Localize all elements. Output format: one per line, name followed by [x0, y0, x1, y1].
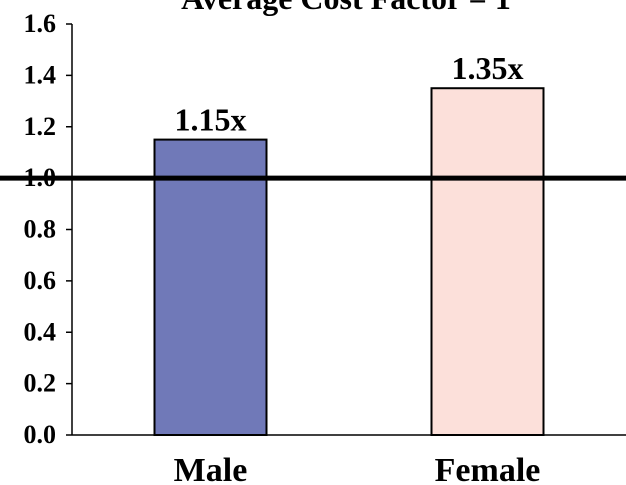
y-axis-ticks: 0.00.20.40.60.81.01.21.41.6: [24, 9, 72, 449]
data-label-male: 1.15x: [175, 102, 247, 138]
data-labels: 1.15x 1.35x: [175, 50, 524, 137]
y-tick-label: 1.4: [24, 60, 57, 89]
bar-male: [153, 138, 268, 436]
y-tick-label: 0.4: [24, 317, 57, 346]
y-tick-label: 0.6: [24, 266, 57, 295]
x-tick-label-male: Male: [174, 452, 248, 485]
chart-title: Average Cost Factor = 1: [181, 0, 511, 16]
y-tick-label: 1.2: [24, 112, 57, 141]
y-tick-label: 0.8: [24, 215, 57, 244]
y-tick-label: 0.0: [24, 420, 57, 449]
y-tick-label: 0.2: [24, 369, 57, 398]
y-tick-label: 1.6: [24, 9, 57, 38]
bars: [153, 87, 545, 436]
data-label-female: 1.35x: [452, 50, 524, 86]
x-axis-labels: Male Female: [174, 452, 541, 485]
bar-female: [430, 87, 545, 436]
x-tick-label-female: Female: [435, 452, 541, 485]
